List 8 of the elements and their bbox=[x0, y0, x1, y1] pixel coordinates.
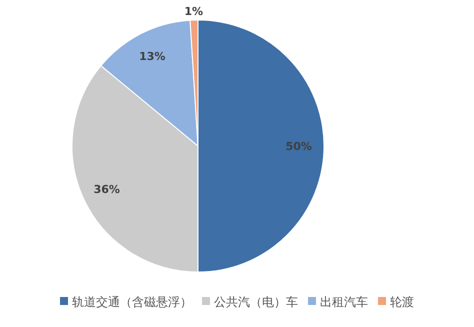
legend-label: 轮渡 bbox=[390, 295, 414, 309]
legend-label: 公共汽（电）车 bbox=[214, 295, 298, 309]
data-label: 36% bbox=[94, 182, 120, 196]
legend-label: 出租汽车 bbox=[320, 295, 368, 309]
legend-label: 轨道交通（含磁悬浮） bbox=[72, 295, 192, 309]
data-label: 50% bbox=[286, 140, 312, 153]
data-label: 13% bbox=[139, 50, 166, 64]
data-label: 1% bbox=[184, 5, 204, 18]
